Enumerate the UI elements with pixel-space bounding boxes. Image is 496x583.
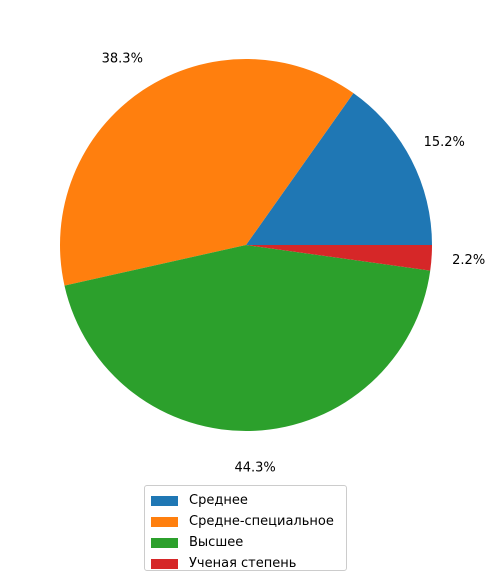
pie-label-3: 44.3% <box>234 461 275 476</box>
pie-slice-4 <box>246 245 432 271</box>
legend-item-4: Ученая степень <box>151 553 346 574</box>
legend-swatch-1 <box>151 495 178 506</box>
legend-swatch-3 <box>151 537 178 548</box>
pie-slice-3 <box>64 245 431 431</box>
pie-label-4: 2.2% <box>452 253 485 268</box>
legend-swatch-4 <box>151 558 178 569</box>
pie-label-2: 38.3% <box>102 52 143 67</box>
legend-label-3: Высшее <box>189 535 244 550</box>
pie-label-1: 15.2% <box>424 135 465 150</box>
legend-label-1: Среднее <box>189 493 248 508</box>
legend-item-1: Среднее <box>151 490 346 511</box>
pie-slice-1 <box>246 93 432 246</box>
legend-label-4: Ученая степень <box>189 556 297 571</box>
legend-swatch-2 <box>151 516 178 527</box>
legend-item-3: Высшее <box>151 532 346 553</box>
legend-item-2: Средне-специальное <box>151 511 346 532</box>
pie-slice-2 <box>60 59 354 286</box>
legend-label-2: Средне-специальное <box>189 514 334 529</box>
legend: Среднее Средне-специальное Высшее Ученая… <box>144 485 347 571</box>
